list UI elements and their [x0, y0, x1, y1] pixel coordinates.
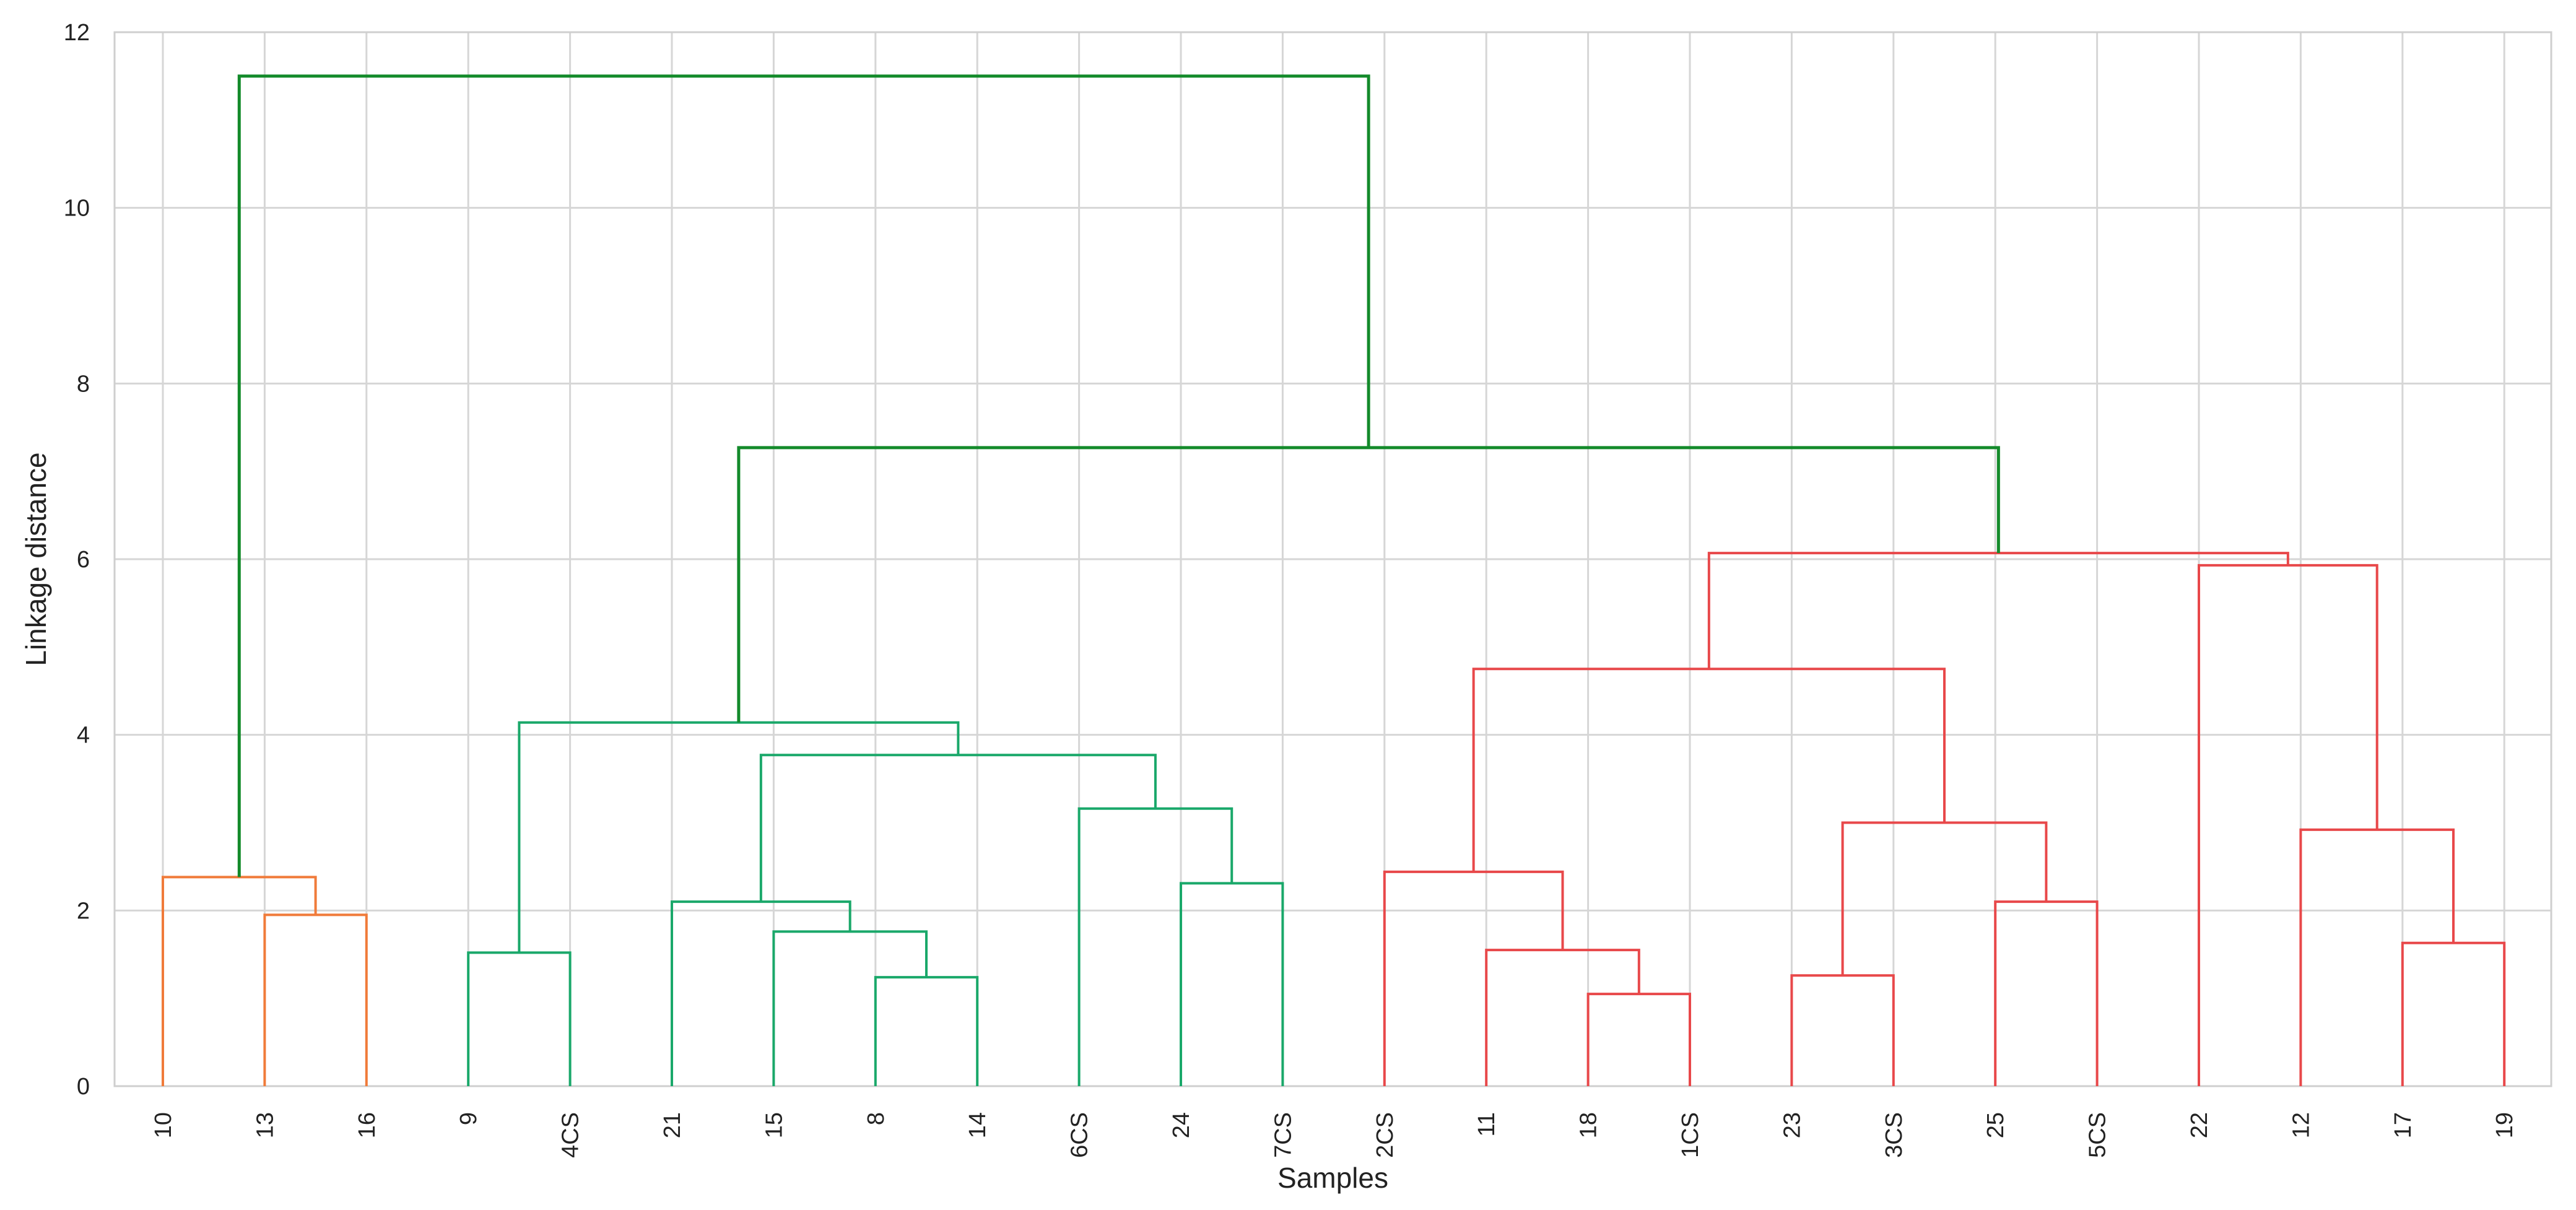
x-tick-label: 16 [354, 1112, 380, 1138]
dendrogram-link [1485, 949, 1640, 1086]
y-tick-labels: 0 2 4 6 8 10 12 [64, 20, 90, 1100]
y-tick-label: 10 [64, 196, 90, 222]
x-tick-label: 3CS [1881, 1112, 1907, 1158]
x-tick-label: 4CS [558, 1112, 584, 1158]
y-tick-label: 4 [77, 723, 90, 749]
dendrogram-link [237, 74, 1370, 877]
x-tick-label: 9 [456, 1112, 482, 1125]
dendrogram-link [737, 446, 2000, 723]
dendrogram-link [1383, 870, 1564, 1086]
x-axis-label: Samples [1277, 1162, 1388, 1194]
y-tick-label: 12 [64, 20, 90, 46]
x-tick-label: 15 [761, 1112, 787, 1138]
dendrogram-link [1077, 807, 1234, 1086]
x-tick-label: 11 [1474, 1112, 1500, 1136]
y-tick-label: 8 [77, 371, 90, 397]
x-tick-label: 21 [659, 1112, 685, 1138]
x-tick-label: 1CS [1677, 1112, 1704, 1158]
dendrogram-link [874, 976, 979, 1086]
x-tick-label: 5CS [2085, 1112, 2111, 1158]
y-axis-label: Linkage distance [20, 452, 52, 666]
x-tick-label: 25 [1983, 1112, 2009, 1138]
x-tick-label: 8 [863, 1112, 889, 1125]
dendrogram-link [759, 754, 1157, 902]
x-tick-label: 18 [1576, 1112, 1602, 1138]
dendrogram-link [2299, 828, 2455, 1086]
x-tick-label: 7CS [1270, 1112, 1296, 1158]
dendrogram-link [162, 876, 317, 1086]
x-tick-label: 6CS [1067, 1112, 1093, 1158]
y-tick-label: 2 [77, 898, 90, 924]
dendrogram-link [263, 913, 368, 1086]
x-tick-label: 12 [2288, 1112, 2314, 1138]
x-tick-labels: 10 13 16 9 4CS 21 15 8 14 6CS 24 7CS 2CS 11 18 1CS 23 3CS… [150, 1112, 2518, 1158]
x-tick-label: 19 [2492, 1112, 2518, 1138]
plot-frame [113, 31, 2552, 1087]
x-tick-label: 13 [252, 1112, 278, 1138]
dendrogram-links [162, 74, 2506, 1086]
x-tick-label: 22 [2187, 1112, 2213, 1138]
y-tick-label: 0 [77, 1074, 90, 1100]
x-tick-label: 23 [1779, 1112, 1805, 1138]
x-tick-label: 10 [150, 1112, 176, 1138]
x-tick-label: 17 [2390, 1112, 2416, 1138]
y-tick-label: 6 [77, 547, 90, 573]
x-tick-label: 24 [1168, 1112, 1194, 1138]
x-tick-label: 14 [965, 1112, 991, 1138]
dendrogram-link [1707, 552, 2289, 669]
x-tick-label: 2CS [1372, 1112, 1398, 1158]
